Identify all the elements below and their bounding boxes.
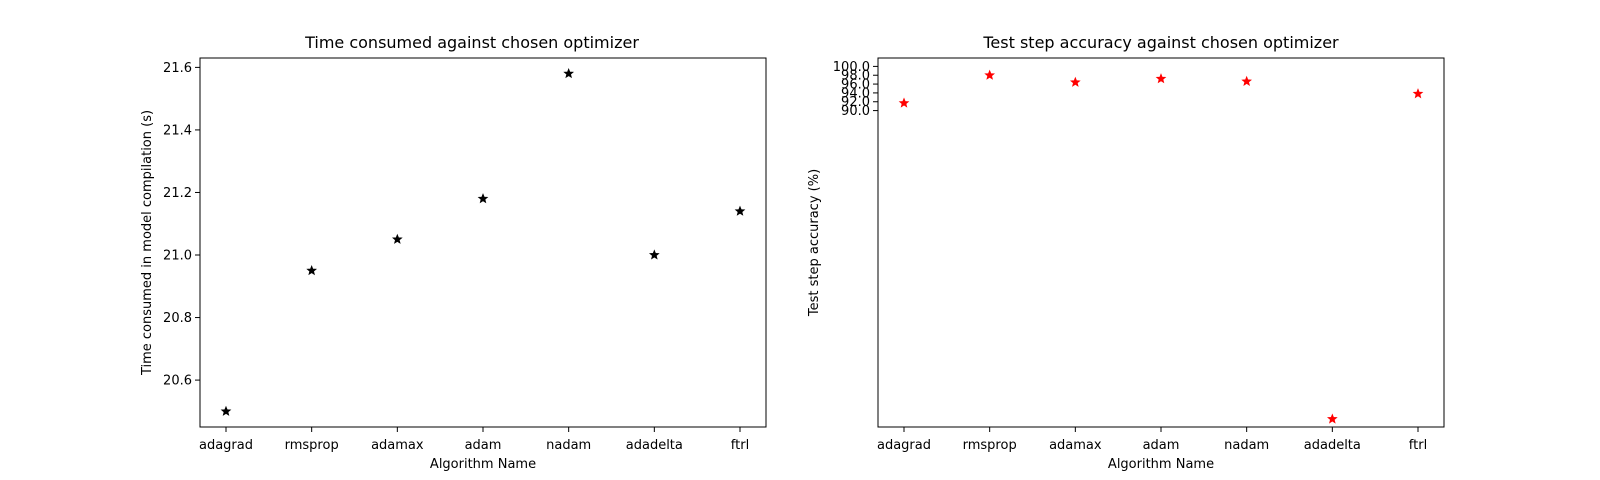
data-point-adamax — [1069, 76, 1081, 87]
chart-left-y-ticks: 20.6 20.8 21.0 21.2 21.4 21.6 — [163, 61, 200, 389]
data-point-adam — [1155, 73, 1167, 84]
data-point-ftrl — [1412, 88, 1424, 99]
chart-left-points — [220, 68, 746, 416]
chart-left: Time consumed against chosen optimizer 2… — [140, 33, 767, 472]
data-point-adam — [477, 193, 489, 204]
data-point-adagrad — [898, 97, 910, 108]
y-tick-label: 100.0 — [833, 60, 870, 75]
data-point-rmsprop — [984, 69, 996, 80]
y-tick-label: 20.8 — [163, 311, 192, 326]
x-tick-label: ftrl — [731, 438, 749, 453]
y-tick-label: 21.6 — [163, 61, 192, 76]
data-point-adamax — [391, 233, 403, 244]
data-point-adadelta — [648, 249, 660, 260]
x-tick-label: adamax — [1049, 438, 1102, 453]
y-tick-label: 21.0 — [163, 249, 192, 264]
data-point-rmsprop — [306, 265, 318, 276]
y-tick-label: 20.6 — [163, 374, 192, 389]
chart-right-x-axis-label: Algorithm Name — [1108, 457, 1214, 472]
y-tick-label: 94.0 — [841, 86, 870, 101]
x-tick-label: adam — [465, 438, 502, 453]
chart-left-x-ticks: adagrad rmsprop adamax adam nadam adadelta ftr… — [199, 427, 749, 453]
chart-right-title: Test step accuracy against chosen optimi… — [982, 33, 1339, 52]
chart-left-y-axis-label: Time consumed in model compilation (s) — [140, 110, 155, 376]
x-tick-label: adadelta — [1304, 438, 1361, 453]
chart-left-x-axis-label: Algorithm Name — [430, 457, 536, 472]
y-tick-label: 98.0 — [841, 69, 870, 84]
x-tick-label: rmsprop — [285, 438, 339, 453]
y-tick-label: 92.0 — [841, 95, 870, 110]
data-point-nadam — [1241, 75, 1253, 86]
x-tick-label: ftrl — [1409, 438, 1427, 453]
data-point-adadelta — [1326, 413, 1338, 424]
chart-right-plot-area — [877, 57, 1445, 428]
x-tick-label: adam — [1143, 438, 1180, 453]
y-tick-label: 96.0 — [841, 78, 870, 93]
x-tick-label: nadam — [1224, 438, 1269, 453]
chart-right: Test step accuracy against chosen optimi… — [807, 33, 1445, 472]
chart-right-x-ticks: adagrad rmsprop adamax adam nadam adadelta ftr… — [877, 427, 1427, 453]
x-tick-label: nadam — [546, 438, 591, 453]
chart-left-title: Time consumed against chosen optimizer — [304, 33, 639, 52]
x-tick-label: adagrad — [199, 438, 253, 453]
data-point-adagrad — [220, 405, 232, 416]
data-point-ftrl — [734, 205, 746, 216]
x-tick-label: rmsprop — [963, 438, 1017, 453]
chart-right-points — [898, 69, 1424, 424]
chart-left-plot-area — [199, 57, 767, 428]
x-tick-label: adamax — [371, 438, 424, 453]
data-point-nadam — [563, 68, 575, 79]
y-tick-label: 90.0 — [841, 104, 870, 119]
x-tick-label: adagrad — [877, 438, 931, 453]
chart-right-y-axis-label: Test step accuracy (%) — [807, 169, 822, 317]
y-tick-label: 21.4 — [163, 123, 192, 138]
x-tick-label: adadelta — [626, 438, 683, 453]
y-tick-label: 21.2 — [163, 186, 192, 201]
